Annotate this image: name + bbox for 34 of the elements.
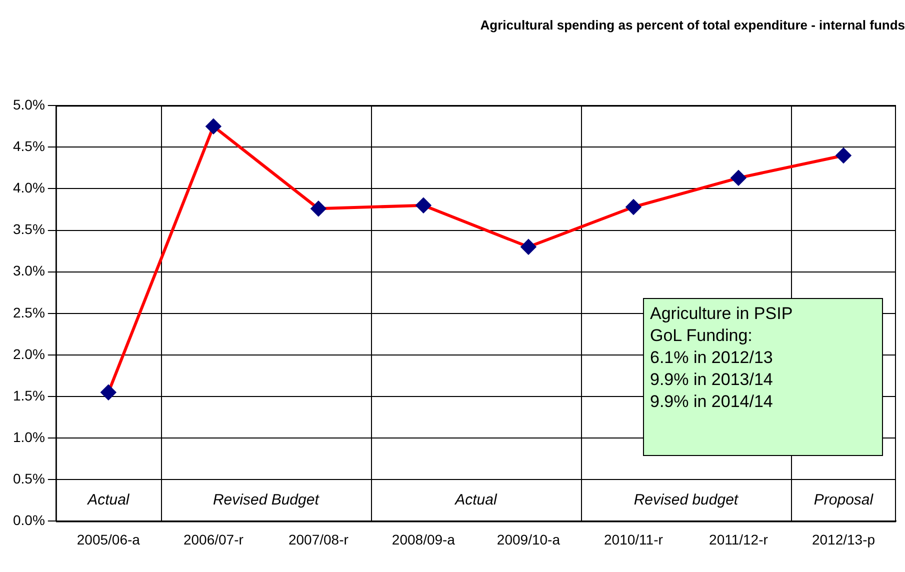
point (100, 384, 116, 400)
y-tick-label: 3.0% (12, 262, 45, 279)
y-tick-label: 3.5% (12, 221, 45, 238)
y-tick-label: 4.5% (12, 138, 45, 154)
x-tick-label: 2006/07-r (183, 531, 244, 548)
x-tick-label: 2008/09-a (392, 531, 456, 548)
point (310, 201, 326, 216)
chart-title: Agricultural spending as percent of total expenditure - internal funds (480, 17, 905, 32)
x-tick-label: 2007/08-r (288, 531, 349, 548)
annotation: Revised Budget (212, 492, 320, 509)
x-tick-label: 2010/11-r (604, 531, 664, 548)
x-tick-label: 2009/10-a (496, 531, 560, 548)
point (626, 200, 641, 215)
y-tick-label: 1.0% (12, 428, 45, 445)
point (730, 170, 746, 186)
y-tick-label: 0.5% (12, 470, 45, 486)
point (520, 239, 536, 254)
y-tick-label: 4.0% (12, 180, 45, 196)
point (836, 148, 851, 163)
text-box: Agriculture in PSIP GoL Funding: 6.1% in 2012/13 9.9% in 2013/14 9.9% in 2014/14 (643, 298, 883, 456)
x-tick-label: 2011/12-r (709, 531, 768, 548)
annotation: Proposal (814, 492, 874, 509)
y-tick-label: 1.5% (12, 387, 45, 404)
y-tick-label: 2.0% (12, 346, 45, 362)
point (206, 118, 221, 134)
x-tick-label: 2005/06-a (76, 531, 140, 548)
annotation: Actual (454, 492, 498, 509)
y-tick-label: 5.0% (12, 96, 45, 112)
annotation: Revised budget (634, 492, 739, 509)
y-tick-label: 0.0% (12, 512, 45, 528)
y-tick-label: 2.5% (12, 304, 45, 320)
x-tick-label: 2012/13-p (812, 531, 876, 548)
annotation: Actual (86, 492, 130, 509)
point (416, 198, 431, 213)
